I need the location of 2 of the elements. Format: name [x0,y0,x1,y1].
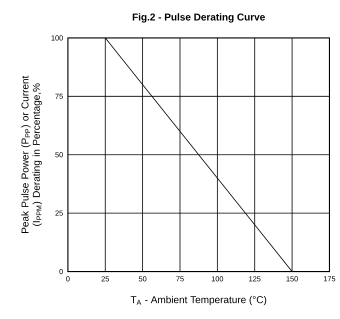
chart-title: Fig.2 - Pulse Derating Curve [132,13,265,22]
x-axis-title: T$_{A}$ - Ambient Temperature (°C) [130,296,266,305]
